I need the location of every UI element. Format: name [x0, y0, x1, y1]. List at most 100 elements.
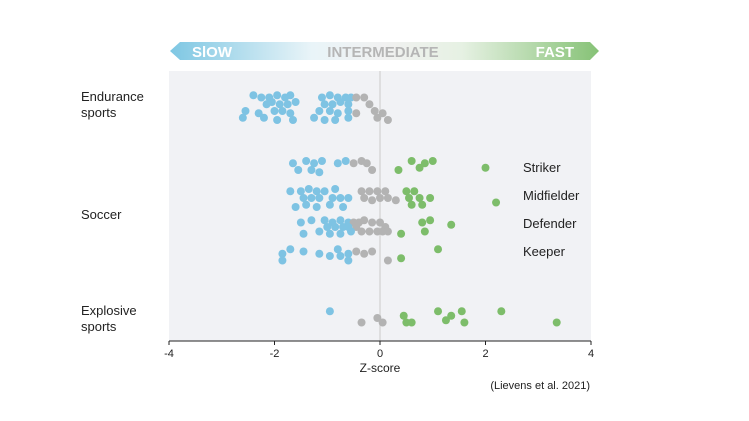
data-point	[325, 91, 334, 100]
data-point	[288, 116, 297, 124]
data-point	[299, 194, 308, 202]
data-point	[339, 203, 348, 211]
data-point	[320, 216, 329, 225]
data-point	[320, 187, 329, 196]
data-point	[397, 254, 406, 263]
data-point	[426, 216, 435, 225]
data-point	[333, 159, 342, 168]
data-point	[447, 220, 456, 229]
data-point	[273, 91, 282, 100]
data-point	[302, 157, 311, 165]
data-point	[346, 227, 355, 236]
data-point	[299, 247, 308, 256]
data-point	[344, 256, 353, 265]
data-point	[299, 229, 308, 238]
data-point	[365, 187, 374, 196]
data-point	[315, 168, 324, 177]
data-point	[360, 194, 369, 202]
data-point	[415, 194, 424, 202]
data-point	[270, 107, 279, 115]
data-point	[460, 318, 469, 327]
data-point	[357, 318, 366, 327]
data-point	[325, 200, 334, 209]
data-point	[312, 187, 321, 196]
data-point	[315, 249, 324, 258]
data-point	[447, 311, 456, 320]
group-label-explosive-line2: sports	[81, 319, 117, 334]
citation-caption: (Lievens et al. 2021)	[490, 380, 590, 392]
data-point	[259, 113, 268, 122]
data-point	[383, 116, 392, 124]
data-point	[360, 216, 369, 225]
data-point	[344, 113, 353, 122]
data-point	[273, 116, 282, 124]
data-point	[373, 314, 382, 322]
data-point	[331, 116, 340, 124]
data-point	[373, 113, 382, 122]
data-point	[394, 166, 403, 174]
data-point	[286, 91, 295, 100]
data-point	[336, 216, 345, 225]
data-point	[291, 98, 300, 106]
data-point	[310, 159, 319, 168]
data-point	[291, 203, 300, 211]
data-point	[286, 245, 295, 254]
data-point	[420, 159, 429, 168]
data-point	[378, 109, 387, 118]
data-point	[368, 196, 377, 205]
data-point	[278, 249, 287, 258]
x-tick-label: -4	[164, 348, 174, 360]
data-point	[418, 218, 427, 227]
group-label-soccer: Soccer	[81, 207, 122, 222]
data-point	[283, 100, 292, 109]
data-point	[275, 100, 284, 109]
position-label-defender: Defender	[523, 216, 577, 231]
position-label-striker: Striker	[523, 160, 561, 175]
data-point	[286, 109, 295, 118]
data-point	[368, 218, 377, 227]
data-point	[336, 98, 345, 106]
data-point	[410, 187, 419, 196]
data-point	[344, 194, 353, 202]
data-point	[296, 187, 305, 196]
position-labels: Striker Midfielder Defender Keeper	[523, 160, 580, 259]
group-label-endurance-line1: Endurance	[81, 89, 144, 104]
data-point	[383, 256, 392, 265]
data-point	[407, 157, 416, 165]
data-point	[288, 159, 297, 168]
data-point	[333, 245, 342, 254]
position-label-midfielder: Midfielder	[523, 188, 580, 203]
group-label-explosive-line1: Explosive	[81, 303, 137, 318]
group-label-endurance: Endurance sports	[81, 89, 148, 120]
data-point	[457, 307, 466, 316]
data-point	[552, 318, 561, 327]
data-point	[317, 157, 326, 165]
data-point	[286, 187, 295, 196]
position-label-keeper: Keeper	[523, 244, 566, 259]
data-point	[497, 307, 506, 316]
data-point	[331, 185, 340, 193]
data-point	[317, 93, 326, 102]
data-point	[383, 194, 392, 202]
data-point	[434, 245, 443, 254]
data-point	[294, 166, 303, 174]
data-point	[441, 316, 450, 325]
data-point	[357, 187, 366, 196]
data-point	[405, 194, 414, 202]
group-labels: Endurance sports Soccer Explosive sports	[81, 89, 148, 334]
data-point	[378, 318, 387, 327]
data-point	[373, 187, 382, 196]
data-point	[296, 218, 305, 227]
data-point	[315, 194, 324, 202]
data-point	[241, 107, 250, 115]
data-point	[249, 91, 258, 100]
data-point	[304, 185, 313, 193]
data-point	[320, 116, 329, 124]
banner-slow-label: SlOW	[192, 44, 233, 61]
data-point	[383, 227, 392, 236]
data-point	[336, 252, 345, 260]
data-point	[325, 107, 334, 115]
data-point	[376, 218, 384, 227]
data-point	[492, 198, 501, 207]
data-point	[278, 107, 287, 115]
